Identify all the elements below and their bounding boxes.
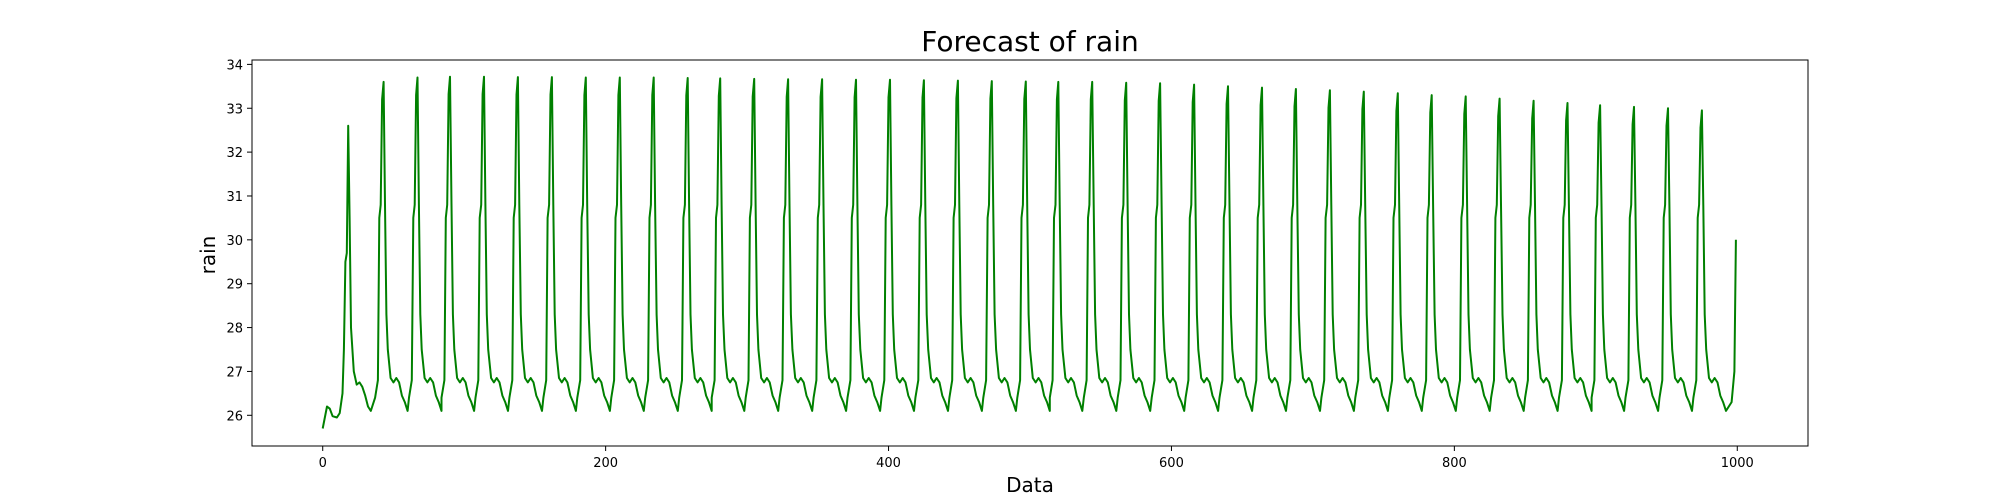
y-tick-label: 34: [226, 58, 243, 73]
plot-area: [251, 59, 1809, 447]
y-axis-label: rain: [196, 236, 220, 275]
y-tick-label: 33: [226, 102, 243, 117]
x-tick-label: 200: [593, 456, 618, 471]
x-tick-label: 600: [1159, 456, 1184, 471]
x-axis: 0 200 400 600 800 1000: [319, 446, 1754, 471]
y-tick-label: 26: [226, 409, 243, 424]
x-tick-label: 1000: [1721, 456, 1754, 471]
plot-frame: [251, 59, 1809, 447]
x-tick-label: 800: [1442, 456, 1467, 471]
chart-title: Forecast of rain: [921, 25, 1138, 58]
y-tick-label: 28: [226, 322, 243, 337]
x-axis-label: Data: [1006, 473, 1054, 497]
y-tick-label: 27: [226, 365, 243, 380]
y-tick-label: 31: [226, 190, 243, 205]
y-tick-label: 32: [226, 146, 243, 161]
rain-series-line: [321, 75, 1737, 429]
x-tick-label: 400: [876, 456, 901, 471]
y-tick-label: 30: [226, 234, 243, 249]
x-tick-label: 0: [319, 456, 327, 471]
y-tick-label: 29: [226, 278, 243, 293]
y-axis: 26 27 28 29 30 31 32 33 34: [226, 58, 252, 424]
